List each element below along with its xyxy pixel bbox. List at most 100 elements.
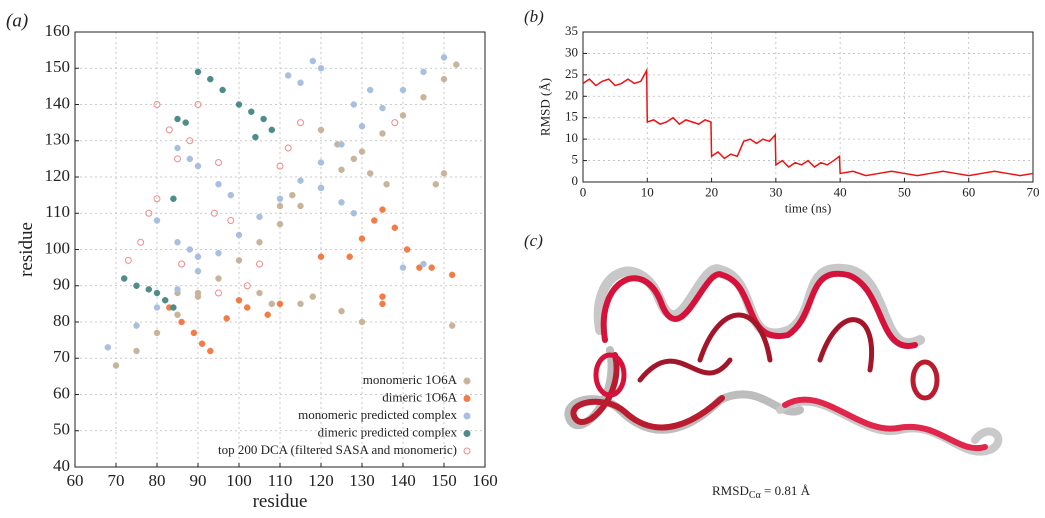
legend-marker xyxy=(463,412,471,420)
scatter-point xyxy=(227,191,235,199)
y-tick-label: 20 xyxy=(565,87,578,102)
scatter-point xyxy=(120,275,128,282)
x-tick-label: 70 xyxy=(108,471,125,490)
annotation-sub: Cα xyxy=(749,490,762,501)
legend-marker xyxy=(463,395,471,402)
protein-structure xyxy=(564,263,1003,456)
annotation-rest: = 0.81 Å xyxy=(761,483,811,498)
scatter-point xyxy=(379,300,386,308)
scatter-point xyxy=(297,202,304,210)
scatter-point xyxy=(338,141,345,148)
scatter-point xyxy=(297,79,304,86)
scatter-point xyxy=(145,209,153,217)
x-tick-label: 140 xyxy=(390,471,416,490)
scatter-point xyxy=(440,75,448,83)
x-tick-label: 160 xyxy=(472,471,498,490)
x-tick-label: 40 xyxy=(834,185,847,200)
y-tick-label: 110 xyxy=(45,202,70,221)
scatter-point xyxy=(448,322,456,329)
y-tick-label: 90 xyxy=(53,275,70,294)
scatter-point xyxy=(379,130,386,137)
scatter-point xyxy=(256,239,263,246)
scatter-point xyxy=(219,86,226,94)
scatter-point xyxy=(391,224,399,231)
x-axis-label: time (ns) xyxy=(785,200,832,215)
scatter-point xyxy=(317,184,325,192)
scatter-point xyxy=(186,246,194,253)
y-tick-label: 10 xyxy=(565,130,578,145)
scatter-point xyxy=(153,217,161,224)
scatter-point xyxy=(194,162,202,170)
scatter-point xyxy=(243,304,251,311)
line-series xyxy=(582,67,1034,177)
legend-marker xyxy=(463,377,471,385)
scatter-point xyxy=(248,108,255,115)
y-tick-label: 130 xyxy=(45,130,71,149)
y-tick-label: 120 xyxy=(45,166,71,185)
scatter-point xyxy=(309,293,317,300)
scatter-point xyxy=(174,286,181,293)
y-tick-label: 15 xyxy=(565,109,578,124)
scatter-point xyxy=(276,300,284,308)
scatter-point xyxy=(215,249,222,257)
y-tick-label: 160 xyxy=(45,21,71,40)
y-axis-label: RMSD (Å) xyxy=(538,78,553,136)
scatter-point xyxy=(112,362,120,369)
legend-label: dimeric 1O6A xyxy=(382,389,457,404)
scatter-point xyxy=(399,112,407,119)
x-tick-label: 60 xyxy=(67,471,84,490)
scatter-point xyxy=(260,115,267,123)
scatter-point xyxy=(276,195,284,202)
y-tick-label: 50 xyxy=(53,420,70,439)
scatter-point xyxy=(264,311,271,318)
scatter-point xyxy=(174,115,181,123)
y-tick-label: 80 xyxy=(53,311,70,330)
scatter-point xyxy=(428,264,435,271)
scatter-point xyxy=(448,271,456,279)
scatter-point xyxy=(215,159,222,166)
legend-label: top 200 DCA (filtered SASA and monomeric… xyxy=(218,442,457,457)
scatter-point xyxy=(243,282,251,290)
scatter-point xyxy=(186,155,194,163)
scatter-point xyxy=(223,315,230,322)
scatter-point xyxy=(194,268,202,275)
scatter-point xyxy=(215,289,222,297)
scatter-point xyxy=(350,101,358,108)
scatter-point xyxy=(215,275,222,282)
legend-label: dimeric predicted complex xyxy=(318,424,458,439)
scatter-point xyxy=(178,318,185,326)
x-tick-label: 10 xyxy=(641,185,654,200)
plot-frame xyxy=(582,31,1034,183)
scatter-point xyxy=(350,155,358,163)
scatter-point xyxy=(170,304,177,311)
rmsd-annotation: RMSDCα = 0.81 Å xyxy=(712,483,811,501)
scatter-point xyxy=(284,72,292,79)
scatter-point xyxy=(153,329,161,337)
x-tick-label: 100 xyxy=(226,471,252,490)
x-tick-label: 80 xyxy=(149,471,166,490)
legend-marker xyxy=(463,447,471,455)
scatter-point xyxy=(194,289,202,297)
y-tick-label: 35 xyxy=(565,23,578,38)
y-tick-label: 40 xyxy=(53,456,70,475)
scatter-point xyxy=(420,260,427,268)
x-tick-label: 150 xyxy=(431,471,457,490)
panel-label: (c) xyxy=(524,231,543,250)
scatter-point xyxy=(297,177,304,184)
scatter-point xyxy=(453,61,460,68)
scatter-point xyxy=(133,322,140,329)
x-tick-label: 90 xyxy=(190,471,207,490)
scatter-point xyxy=(276,220,284,228)
scatter-point xyxy=(252,133,259,141)
scatter-point xyxy=(297,300,304,308)
scatter-point xyxy=(256,213,263,221)
x-tick-label: 70 xyxy=(1027,185,1040,200)
scatter-point xyxy=(338,166,345,173)
y-tick-label: 30 xyxy=(565,44,578,59)
scatter-point xyxy=(227,217,235,224)
scatter-point xyxy=(284,144,292,152)
x-tick-label: 0 xyxy=(580,185,587,200)
legend-marker xyxy=(463,430,471,437)
scatter-point xyxy=(350,210,358,217)
